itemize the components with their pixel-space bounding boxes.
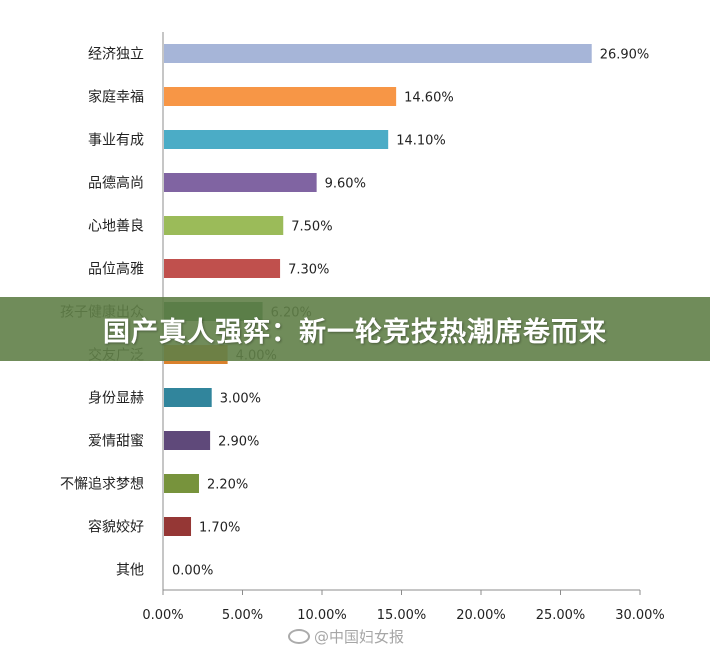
category-label: 容貌姣好 [88,519,144,536]
data-label: 14.60% [404,91,454,106]
category-label: 品位高雅 [88,261,144,278]
bar [164,517,192,536]
x-tick-label: 15.00% [377,608,427,623]
x-tick-label: 0.00% [142,608,183,623]
bar [164,173,317,192]
category-label: 事业有成 [88,133,144,149]
title-banner: 国产真人强弈：新一轮竞技热潮席卷而来 [0,297,710,361]
data-label: 3.00% [220,392,261,407]
x-tick-label: 20.00% [456,608,506,623]
x-tick-label: 5.00% [222,608,263,623]
category-label: 经济独立 [88,47,144,63]
bar [164,388,212,407]
watermark: @中国妇女报 [288,626,404,647]
x-tick-label: 10.00% [297,608,347,623]
x-tick-label: 25.00% [536,608,586,623]
banner-title: 国产真人强弈：新一轮竞技热潮席卷而来 [103,316,607,348]
data-label: 26.90% [600,48,650,63]
category-label: 品德高尚 [88,175,144,192]
data-label: 7.30% [288,263,329,278]
bar [164,216,284,235]
category-label: 爱情甜蜜 [88,434,144,450]
category-label: 其他 [116,563,144,579]
data-label: 14.10% [396,134,446,149]
data-label: 9.60% [325,177,366,192]
bar [164,259,281,278]
bar [164,474,199,493]
data-label: 0.00% [172,564,213,579]
data-label: 2.90% [218,435,259,450]
watermark-text: @中国妇女报 [314,628,405,646]
data-label: 7.50% [291,220,332,235]
category-label: 身份显赫 [88,391,144,407]
bar [164,431,211,450]
weibo-logo-icon [288,629,310,644]
data-label: 2.20% [207,478,248,493]
bar [164,87,397,106]
x-tick-label: 30.00% [615,608,665,623]
bar [164,130,389,149]
category-label: 家庭幸福 [88,89,144,106]
category-label: 不懈追求梦想 [60,476,144,493]
category-label: 心地善良 [88,219,144,235]
data-label: 1.70% [199,521,240,536]
bar [164,44,592,63]
